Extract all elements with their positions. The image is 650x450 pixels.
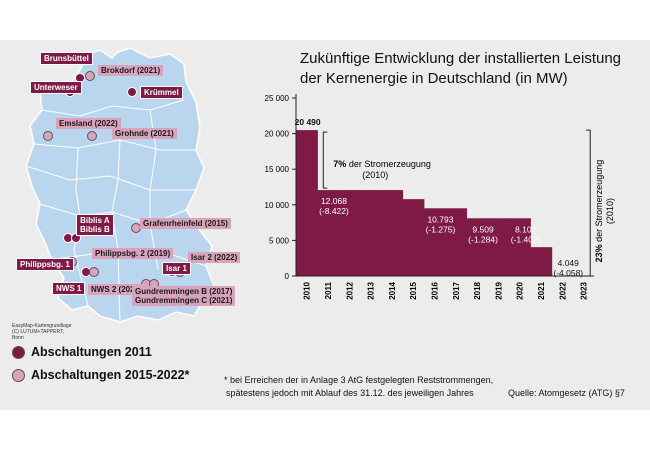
bracket-7-percent — [322, 131, 328, 189]
plant-label-unterweser: Unterweser — [30, 81, 82, 94]
plant-label-grafenrheinfeld-text: Grafenrheinfeld (2015) — [143, 219, 228, 228]
bracket-23-percent — [586, 129, 591, 277]
x-tick-label-2016: 2016 — [430, 281, 439, 299]
source-note: Quelle: Atomgesetz (ATG) §7 — [508, 388, 625, 398]
legend-label-2015-2022: Abschaltungen 2015-2022* — [31, 368, 190, 382]
bar-2010 — [296, 130, 318, 276]
x-tick-label-2020: 2020 — [516, 281, 525, 299]
plant-label-kruemmel: Krümmel — [140, 86, 183, 99]
bar-2014 — [381, 190, 404, 276]
y-tick-label: 20 000 — [265, 130, 290, 139]
annotation-23-percent: 23% der Stromerzeugung — [594, 160, 604, 263]
plant-label-philippsbg1: Philippsbg. 1 — [16, 258, 74, 271]
x-tick-label-2010: 2010 — [303, 281, 312, 299]
data-label-2018-delta: (-1.284) — [468, 234, 498, 244]
y-tick-label: 10 000 — [265, 201, 290, 210]
plant-label-nws2-text: NWS 2 (2022) — [91, 285, 142, 294]
plant-label-isar2: Isar 2 (2022) — [188, 252, 241, 263]
annotation-7-percent-year: (2010) — [362, 170, 388, 180]
x-tick-label-2013: 2013 — [367, 281, 376, 299]
plant-label-gundremmingen: Gundremmingen B (2017) Gundremmingen C (… — [132, 286, 236, 306]
legend-item-2011: Abschaltungen 2011 — [12, 345, 152, 359]
data-label-2020: 8.107 — [515, 224, 537, 234]
map-credit-line1: EasyMap-Kartengrundlage — [12, 323, 72, 329]
map-credit: EasyMap-Kartengrundlage (C) LUTUM+TAPPER… — [12, 323, 72, 341]
plant-label-brokdorf: Brokdorf (2021) — [98, 65, 164, 76]
y-tick-label: 25 000 — [265, 94, 290, 103]
y-tick-label: 0 — [285, 272, 290, 281]
bar-2013 — [359, 190, 382, 276]
legend-label-2011: Abschaltungen 2011 — [31, 345, 152, 359]
data-label-2022: 4.049 — [558, 258, 580, 268]
chart-title-line2: der Kernenergie in Deutschland (in MW) — [300, 70, 568, 87]
data-label-2011-delta: (-8.422) — [319, 206, 349, 216]
plant-label-nws1: NWS 1 — [52, 282, 86, 295]
plant-label-grohnde: Grohnde (2021) — [112, 128, 177, 139]
legend-item-2015-2022: Abschaltungen 2015-2022* — [12, 368, 189, 382]
bar-2021 — [530, 247, 553, 276]
chart-title-line1: Zukünftige Entwicklung der installierten… — [300, 50, 622, 67]
plant-label-philippsbg2: Philippsbg. 2 (2019) — [92, 248, 174, 259]
y-tick-label: 5 000 — [269, 236, 290, 245]
plant-label-isar2-text: Isar 2 (2022) — [191, 253, 238, 262]
plant-dot — [89, 267, 99, 277]
data-label-2010: 20 490 — [295, 117, 321, 127]
legend-dot-light — [12, 368, 25, 382]
bar-2015 — [402, 199, 425, 276]
data-label-2011: 12.068 — [321, 196, 347, 206]
bar-2016 — [423, 208, 446, 276]
x-tick-label-2022: 2022 — [558, 281, 567, 299]
plant-label-philippsbg2-text: Philippsbg. 2 (2019) — [95, 249, 171, 258]
plant-label-brunsbuettel: Brunsbüttel — [40, 52, 93, 65]
plant-dot — [85, 71, 95, 81]
annotation-23-percent-year: (2010) — [605, 198, 615, 224]
x-tick-label-2021: 2021 — [537, 281, 546, 299]
data-label-2016-delta: (-1.275) — [426, 224, 456, 234]
x-tick-label-2018: 2018 — [473, 281, 482, 299]
map-credit-line2: (C) LUTUM+TAPPERT, Bonn — [12, 329, 64, 341]
data-label-2020-delta: (-1.402) — [511, 234, 541, 244]
x-tick-label-2011: 2011 — [324, 281, 333, 299]
plant-label-grafenrheinfeld: Grafenrheinfeld (2015) — [140, 218, 231, 229]
legend-dot-dark — [12, 345, 25, 359]
plant-dot — [127, 87, 137, 97]
x-tick-label-2014: 2014 — [388, 281, 397, 299]
bar-2011 — [317, 190, 340, 276]
data-label-2022-delta: (-4.058) — [553, 268, 583, 278]
plant-label-gundremmingen-b: Gundremmingen B (2017) — [135, 287, 233, 296]
plant-label-grohnde-text: Grohnde (2021) — [115, 129, 174, 138]
plant-label-emsland-text: Emsland (2022) — [59, 119, 118, 128]
x-tick-label-2015: 2015 — [409, 281, 418, 299]
x-tick-label-2019: 2019 — [494, 281, 503, 299]
bar-2020 — [509, 218, 531, 276]
x-tick-label-2012: 2012 — [345, 281, 354, 299]
annotation-7-percent: 7% der Stromerzeugung — [333, 159, 431, 169]
footnote-line1: * bei Erreichen der in Anlage 3 AtG fest… — [224, 375, 494, 385]
plant-label-biblis: Biblis A Biblis B — [76, 214, 114, 236]
x-tick-label-2017: 2017 — [452, 281, 461, 299]
footnote-line2: spätestens jedoch mit Ablauf des 31.12. … — [226, 388, 474, 398]
bar-2012 — [338, 190, 361, 276]
plant-dot — [87, 131, 97, 141]
plant-label-nws2: NWS 2 (2022) — [88, 284, 145, 295]
y-tick-label: 15 000 — [265, 165, 290, 174]
bar-2019 — [487, 218, 510, 276]
plant-label-biblis-a: Biblis A — [80, 216, 110, 225]
plant-label-gundremmingen-c: Gundremmingen C (2021) — [135, 296, 233, 305]
x-tick-label-2023: 2023 — [580, 281, 589, 299]
plant-label-isar1: Isar 1 — [162, 262, 191, 275]
plant-dot — [43, 131, 53, 141]
bar-2017 — [445, 208, 467, 276]
plant-label-emsland: Emsland (2022) — [56, 118, 121, 129]
data-label-2016: 10.793 — [427, 214, 453, 224]
bar-2018 — [466, 218, 489, 276]
plant-label-biblis-b: Biblis B — [80, 225, 110, 234]
data-label-2018: 9.509 — [472, 224, 494, 234]
